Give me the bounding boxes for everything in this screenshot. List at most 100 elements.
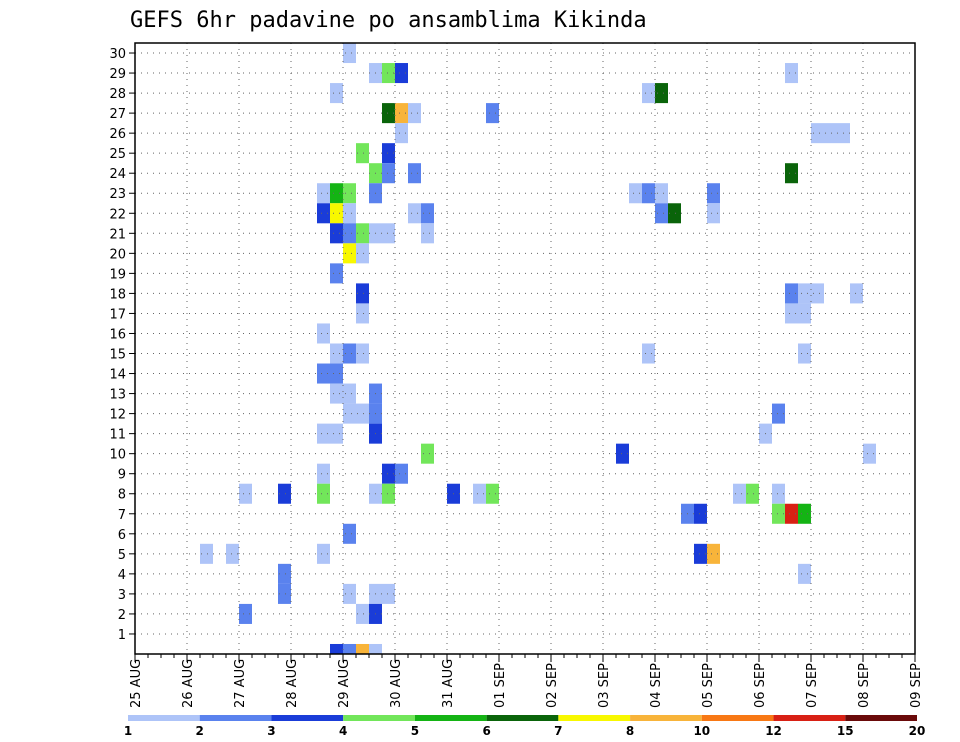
- mean-cell: [369, 643, 382, 654]
- heatmap-cell: [382, 483, 395, 504]
- heatmap-cell: [382, 223, 395, 244]
- heatmap-cell: [694, 543, 707, 564]
- y-tick-label: 1: [118, 628, 126, 643]
- heatmap-cell: [356, 283, 369, 304]
- x-tick-label: 06 SEP: [753, 663, 768, 708]
- legend-swatch: [343, 715, 415, 721]
- heatmap-cell: [382, 103, 395, 124]
- ensemble-mean-row: [330, 643, 382, 654]
- heatmap-cell: [356, 303, 369, 324]
- heatmap-cell: [330, 183, 343, 204]
- y-tick-label: 21: [109, 227, 126, 242]
- legend-label: 2: [196, 724, 204, 738]
- legend-label: 4: [339, 724, 347, 738]
- y-tick-label: 12: [109, 408, 126, 423]
- heatmap-cell: [798, 343, 811, 364]
- heatmap-cell: [330, 343, 343, 364]
- legend-swatch: [558, 715, 631, 721]
- legend-swatch: [271, 715, 344, 721]
- y-tick-label: 13: [109, 388, 126, 403]
- heatmap-cell: [824, 123, 837, 144]
- legend-label: 20: [909, 724, 926, 738]
- heatmap-cell: [382, 143, 395, 164]
- heatmap-cell: [421, 443, 434, 464]
- heatmap-cell: [772, 403, 785, 424]
- legend-swatch: [701, 715, 774, 721]
- heatmap-cell: [746, 483, 759, 504]
- y-tick-label: 4: [118, 568, 126, 583]
- heatmap-cell: [733, 483, 746, 504]
- heatmap-cell: [356, 243, 369, 264]
- heatmap-cell: [798, 563, 811, 584]
- heatmap-cell: [343, 523, 356, 544]
- heatmap-cell: [330, 423, 343, 444]
- heatmap-cell: [408, 203, 421, 224]
- heatmap-cell: [343, 583, 356, 604]
- x-tick-label: 31 AUG: [441, 659, 456, 708]
- legend-swatch: [414, 715, 487, 721]
- legend-label: 10: [693, 724, 710, 738]
- heatmap-cell: [343, 43, 356, 64]
- y-tick-label: 19: [109, 267, 126, 282]
- x-tick-label: 09 SEP: [909, 663, 924, 708]
- x-tick-label: 05 SEP: [701, 663, 716, 708]
- heatmap-cell: [382, 463, 395, 484]
- heatmap-cell: [811, 283, 824, 304]
- legend-label: 1: [124, 724, 132, 738]
- y-tick-label: 16: [109, 327, 126, 342]
- x-tick-label: 02 SEP: [545, 663, 560, 708]
- heatmap-cell: [343, 223, 356, 244]
- x-tick-label: 25 AUG: [129, 659, 144, 708]
- heatmap-cell: [226, 543, 239, 564]
- heatmap-cell: [317, 543, 330, 564]
- y-tick-label: 9: [118, 468, 126, 483]
- heatmap-cell: [486, 103, 499, 124]
- heatmap-cell: [330, 203, 343, 224]
- heatmap-cell: [343, 383, 356, 404]
- y-tick-label: 27: [109, 107, 126, 122]
- heatmap-cell: [863, 443, 876, 464]
- heatmap-cell: [317, 463, 330, 484]
- heatmap-cell: [382, 63, 395, 84]
- heatmap-cell: [772, 483, 785, 504]
- heatmap-cell: [395, 103, 408, 124]
- legend-swatch: [630, 715, 702, 721]
- heatmap-cell: [343, 343, 356, 364]
- heatmap-cells: [200, 43, 876, 624]
- heatmap-cell: [772, 503, 785, 524]
- heatmap-cell: [356, 143, 369, 164]
- legend-label: 7: [554, 724, 562, 738]
- heatmap-cell: [239, 483, 252, 504]
- heatmap-cell: [694, 503, 707, 524]
- y-tick-label: 26: [109, 127, 126, 142]
- heatmap-cell: [707, 183, 720, 204]
- heatmap-cell: [785, 283, 798, 304]
- y-tick-label: 10: [109, 448, 126, 463]
- gridlines: [135, 43, 915, 654]
- legend-label: 8: [626, 724, 634, 738]
- heatmap-cell: [356, 223, 369, 244]
- heatmap-cell: [642, 183, 655, 204]
- heatmap-cell: [473, 483, 486, 504]
- y-tick-label: 5: [118, 548, 126, 563]
- heatmap-cell: [668, 203, 681, 224]
- heatmap-cell: [798, 503, 811, 524]
- heatmap-cell: [343, 403, 356, 424]
- y-tick-label: 7: [118, 508, 126, 523]
- x-tick-label: 01 SEP: [493, 663, 508, 708]
- legend-swatch: [773, 715, 846, 721]
- heatmap-cell: [421, 203, 434, 224]
- color-legend: 1 2 3 4 5 6 7 8 10 12 15 20: [124, 715, 926, 738]
- heatmap-cell: [356, 603, 369, 624]
- heatmap-cell: [330, 223, 343, 244]
- legend-label: 3: [267, 724, 275, 738]
- legend-swatch: [128, 715, 200, 721]
- heatmap-cell: [408, 163, 421, 184]
- y-tick-label: 17: [109, 307, 126, 322]
- heatmap-cell: [785, 303, 798, 324]
- x-tick-label: 03 SEP: [597, 663, 612, 708]
- y-tick-label: 20: [109, 247, 126, 262]
- heatmap-cell: [382, 163, 395, 184]
- legend-label: 15: [837, 724, 854, 738]
- heatmap-cell: [421, 223, 434, 244]
